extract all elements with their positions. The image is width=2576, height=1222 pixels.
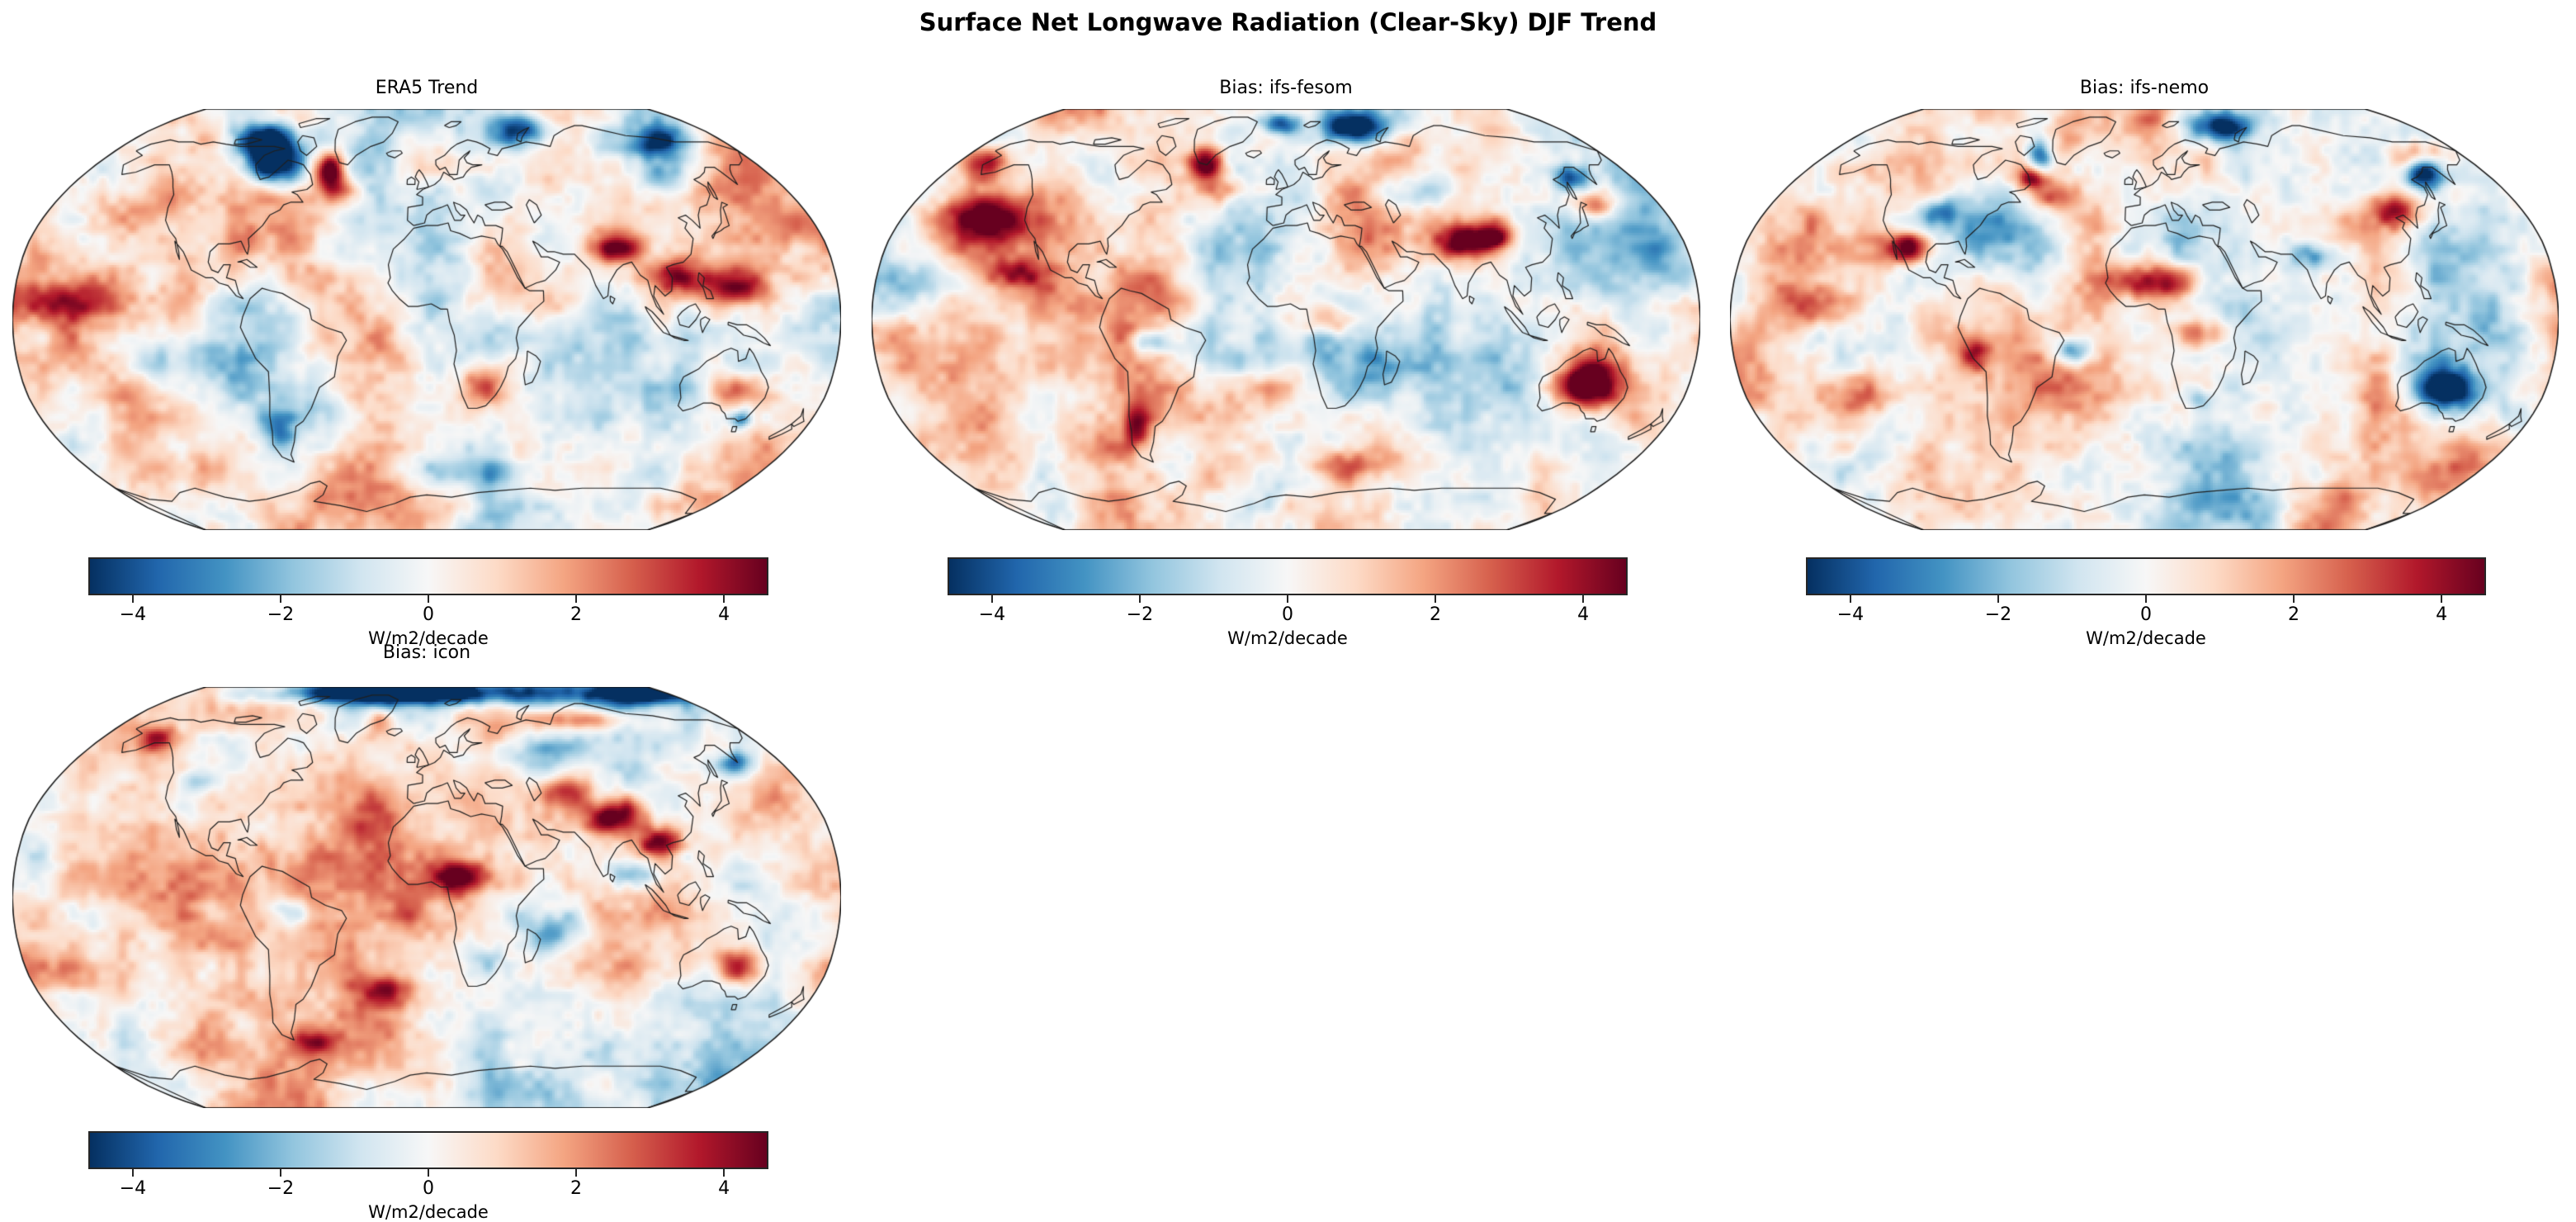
colorbar-tick-label: −2 <box>1984 604 2012 625</box>
colorbar-tick-label: 0 <box>1282 604 1293 625</box>
colorbar-tick <box>1435 595 1437 603</box>
colorbar-tick-label: −2 <box>267 1178 295 1199</box>
colorbar-tick <box>2145 595 2147 603</box>
colorbar-tick <box>428 595 429 603</box>
colorbar-tick-label: 2 <box>1430 604 1442 625</box>
panel-title-ifs-fesom: Bias: ifs-fesom <box>1219 78 1353 98</box>
colorbar-tick <box>723 595 726 603</box>
colorbar-tick-label: −2 <box>1126 604 1154 625</box>
map-icon-canvas <box>12 687 841 1108</box>
colorbar-tick-label: −4 <box>119 604 147 625</box>
colorbar-unit-label: W/m2/decade <box>368 628 489 648</box>
colorbar-tick <box>2441 595 2443 603</box>
colorbar-tick-label: −4 <box>1836 604 1865 625</box>
colorbar-tick <box>279 1169 281 1177</box>
colorbar-tick <box>990 595 993 603</box>
colorbar-era5: −4 −2 0 2 4 W/m2/decade <box>88 557 768 648</box>
colorbar-tick <box>575 595 578 603</box>
colorbar-tick <box>2293 595 2295 603</box>
figure-title: Surface Net Longwave Radiation (Clear-Sk… <box>919 8 1657 36</box>
colorbar-tick-label: 4 <box>718 604 730 625</box>
colorbar-tick-label: 4 <box>718 1178 730 1199</box>
panel-title-era5: ERA5 Trend <box>375 78 479 98</box>
colorbar-tick <box>723 1169 726 1177</box>
colorbar-gradient <box>949 559 1626 594</box>
colorbar-tick-label: 4 <box>2436 604 2448 625</box>
colorbar-icon: −4 −2 0 2 4 W/m2/decade <box>88 1131 768 1222</box>
colorbar-tick-label: 2 <box>570 1178 583 1199</box>
colorbar-tick <box>1138 595 1141 603</box>
colorbar-tick <box>1582 595 1585 603</box>
colorbar-tick-label: −4 <box>119 1178 147 1199</box>
colorbar-tick-label: 4 <box>1577 604 1590 625</box>
map-ifs-fesom-canvas <box>872 109 1700 530</box>
map-ifs-nemo-canvas <box>1730 109 2559 530</box>
colorbar-gradient <box>1808 559 2484 594</box>
colorbar-gradient <box>90 1133 767 1168</box>
colorbar-tick-label: 0 <box>2140 604 2152 625</box>
colorbar-tick-label: −4 <box>978 604 1006 625</box>
colorbar-tick <box>131 1169 134 1177</box>
map-era5-canvas <box>12 109 841 530</box>
colorbar-tick-label: 0 <box>423 604 434 625</box>
colorbar-tick <box>1997 595 1999 603</box>
panel-title-icon: Bias: icon <box>382 642 471 663</box>
colorbar-ifs-nemo: −4 −2 0 2 4 W/m2/decade <box>1806 557 2486 648</box>
colorbar-unit-label: W/m2/decade <box>368 1202 489 1222</box>
colorbar-tick <box>279 595 281 603</box>
colorbar-unit-label: W/m2/decade <box>1227 628 1348 648</box>
colorbar-tick <box>131 595 134 603</box>
colorbar-gradient <box>90 559 767 594</box>
colorbar-tick-label: 0 <box>423 1178 434 1199</box>
colorbar-unit-label: W/m2/decade <box>2086 628 2206 648</box>
colorbar-tick-label: −2 <box>267 604 295 625</box>
colorbar-ifs-fesom: −4 −2 0 2 4 W/m2/decade <box>948 557 1628 648</box>
colorbar-tick <box>428 1169 429 1177</box>
colorbar-tick <box>1287 595 1288 603</box>
colorbar-tick-label: 2 <box>570 604 583 625</box>
colorbar-tick <box>575 1169 578 1177</box>
colorbar-tick-label: 2 <box>2288 604 2300 625</box>
colorbar-tick <box>1849 595 1851 603</box>
panel-title-ifs-nemo: Bias: ifs-nemo <box>2079 78 2210 98</box>
